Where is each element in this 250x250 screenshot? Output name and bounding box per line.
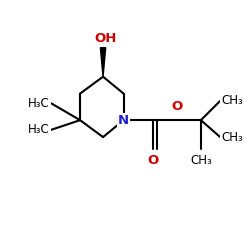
Text: O: O bbox=[147, 154, 158, 167]
Polygon shape bbox=[100, 48, 106, 77]
Text: OH: OH bbox=[94, 32, 117, 45]
Text: N: N bbox=[118, 114, 129, 127]
Text: CH₃: CH₃ bbox=[190, 154, 212, 167]
Text: O: O bbox=[171, 100, 182, 113]
Text: CH₃: CH₃ bbox=[222, 130, 243, 143]
Text: H₃C: H₃C bbox=[28, 97, 50, 110]
Text: CH₃: CH₃ bbox=[222, 94, 243, 107]
Text: H₃C: H₃C bbox=[28, 123, 50, 136]
